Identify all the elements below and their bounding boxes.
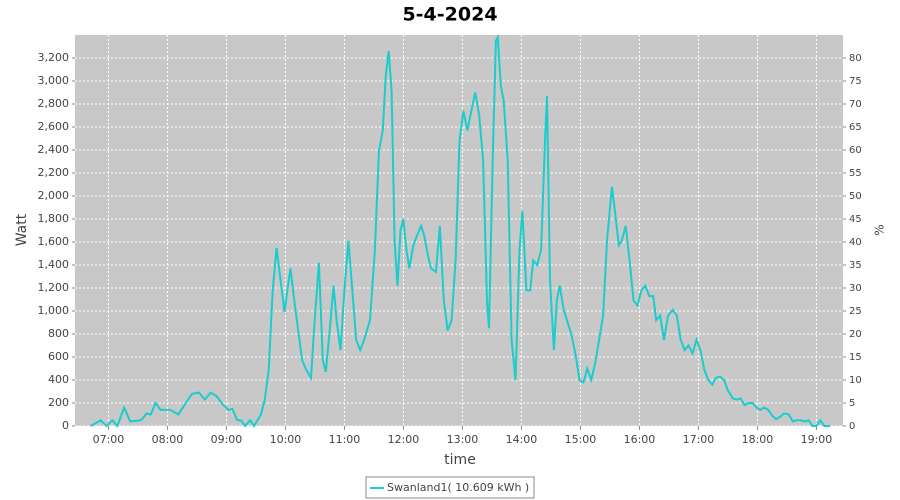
y2-tick-label: 0 — [849, 421, 855, 432]
y2-axis-label: % — [873, 224, 887, 235]
y2-tick-label: 25 — [849, 306, 862, 317]
x-tick-label: 13:00 — [447, 433, 479, 446]
y-tick-label: 400 — [48, 373, 69, 386]
x-tick-label: 07:00 — [93, 433, 125, 446]
x-axis-label: time — [444, 452, 476, 468]
line-series — [90, 33, 831, 428]
legend-label: Swanland1( 10.609 kWh ) — [387, 481, 529, 494]
y2-tick-label: 50 — [849, 191, 862, 202]
y-tick-label: 0 — [62, 419, 69, 432]
y2-tick-label: 30 — [849, 283, 862, 294]
y-tick-label: 3,200 — [38, 51, 70, 64]
x-tick-label: 08:00 — [152, 433, 184, 446]
y-tick-label: 2,600 — [38, 120, 70, 133]
y-tick-label: 800 — [48, 327, 69, 340]
y2-tick-label: 40 — [849, 237, 862, 248]
legend — [365, 476, 535, 499]
chart-title: 5-4-2024 — [402, 4, 497, 26]
y-tick-label: 1,400 — [38, 258, 70, 271]
y2-tick-label: 20 — [849, 329, 862, 340]
x-tick-label: 12:00 — [388, 433, 420, 446]
y2-tick-label: 80 — [849, 53, 862, 64]
y-tick-label: 600 — [48, 350, 69, 363]
x-tick-label: 09:00 — [211, 433, 243, 446]
y-tick-label: 2,000 — [38, 189, 70, 202]
x-tick-label: 10:00 — [270, 433, 302, 446]
x-tick-label: 16:00 — [624, 433, 656, 446]
y-tick-label: 1,800 — [38, 212, 70, 225]
y2-tick-label: 15 — [849, 352, 862, 363]
y2-tick-label: 75 — [849, 76, 862, 87]
y2-tick-label: 5 — [849, 398, 855, 409]
y-tick-label: 2,200 — [38, 166, 70, 179]
y-tick-label: 1,000 — [38, 304, 70, 317]
y-tick-label: 1,600 — [38, 235, 70, 248]
x-tick-label: 15:00 — [565, 433, 597, 446]
y-axis-label: Watt — [14, 213, 30, 246]
y-tick-label: 2,400 — [38, 143, 70, 156]
y2-tick-label: 55 — [849, 168, 862, 179]
y2-tick-label: 60 — [849, 145, 862, 156]
y2-tick-label: 65 — [849, 122, 862, 133]
y-tick-label: 2,800 — [38, 97, 70, 110]
y2-tick-label: 45 — [849, 214, 862, 225]
x-tick-label: 17:00 — [683, 433, 715, 446]
x-tick-label: 11:00 — [329, 433, 361, 446]
y-tick-label: 1,200 — [38, 281, 70, 294]
plot-area — [75, 35, 843, 426]
y-tick-label: 3,000 — [38, 74, 70, 87]
y2-tick-label: 10 — [849, 375, 862, 386]
y-tick-label: 200 — [48, 396, 69, 409]
x-tick-label: 14:00 — [506, 433, 538, 446]
y2-tick-label: 70 — [849, 99, 862, 110]
y2-tick-label: 35 — [849, 260, 862, 271]
x-tick-label: 19:00 — [801, 433, 833, 446]
x-tick-label: 18:00 — [742, 433, 774, 446]
